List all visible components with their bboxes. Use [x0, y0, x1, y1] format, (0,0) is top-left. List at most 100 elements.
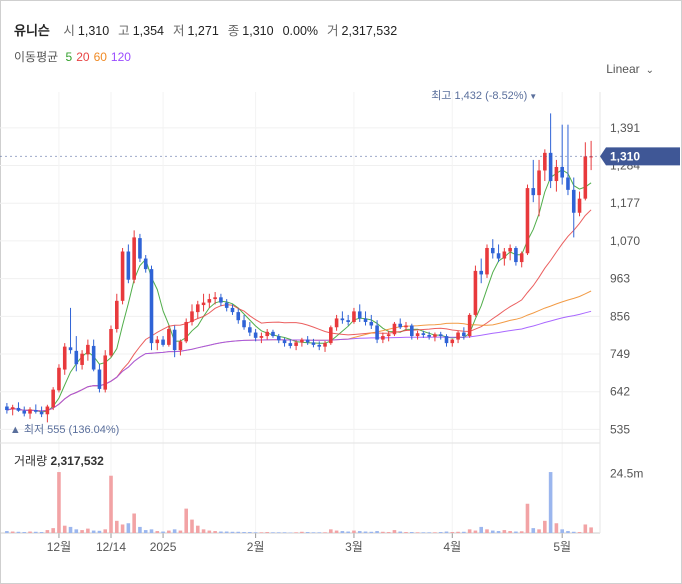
- candle-body: [357, 311, 362, 319]
- candle-body: [224, 302, 229, 308]
- volume-bar: [68, 526, 73, 533]
- max-price-annotation: 최고 1,432 (-8.52%): [431, 89, 527, 102]
- candle-body: [86, 344, 90, 355]
- candle-body: [421, 333, 426, 336]
- candle-body: [467, 314, 472, 337]
- candle-body: [300, 339, 304, 343]
- volume-label: 거래량: [14, 454, 48, 468]
- candle-body: [415, 333, 420, 337]
- volume-bar: [86, 528, 90, 533]
- candle-body: [392, 323, 397, 335]
- volume-bar: [577, 532, 582, 533]
- candle-body: [68, 347, 73, 351]
- volume-bar: [184, 508, 188, 533]
- x-tick-label: 5월: [553, 540, 571, 554]
- candle-body: [479, 270, 483, 275]
- volume-bar: [427, 532, 431, 533]
- moving-average-label: 이동평균: [14, 50, 59, 64]
- volume-bar: [369, 531, 374, 533]
- volume-bar: [109, 475, 113, 533]
- volume-bar: [340, 531, 345, 533]
- volume-bar: [103, 529, 108, 533]
- volume-bar: [514, 531, 518, 533]
- scale-toggle-button[interactable]: Linear ⌄: [606, 62, 654, 76]
- volume-bar: [537, 529, 541, 533]
- volume-bar: [294, 532, 298, 533]
- candle-body: [91, 345, 96, 370]
- volume-bar: [363, 531, 368, 533]
- volume-bar: [10, 531, 15, 533]
- candle-body: [444, 336, 449, 344]
- volume-bar: [224, 531, 229, 533]
- candle-body: [398, 323, 403, 328]
- candle-body: [381, 336, 385, 340]
- candle-body: [450, 339, 455, 344]
- volume-bar: [415, 532, 420, 533]
- candle-body: [317, 344, 322, 347]
- current-price-label: 1,310: [610, 149, 640, 163]
- moving-average-legend: 이동평균 5 20 60 120: [14, 48, 139, 65]
- volume-bar: [242, 532, 246, 533]
- candle-body: [115, 300, 119, 330]
- header-value: 1,354: [132, 24, 164, 38]
- volume-bar: [97, 530, 102, 533]
- volume-bar: [462, 531, 466, 533]
- candle-body: [537, 170, 541, 196]
- volume-bar: [172, 529, 177, 533]
- volume-bar: [421, 532, 426, 533]
- candle-body: [51, 389, 55, 408]
- volume-bar: [253, 532, 258, 533]
- volume-bar: [502, 530, 507, 533]
- volume-bar: [51, 528, 55, 533]
- candle-body: [161, 339, 165, 345]
- candle-body: [531, 188, 536, 196]
- candle-body: [305, 339, 310, 343]
- header-value: 2,317,532: [341, 24, 398, 38]
- candle-body: [462, 332, 466, 337]
- candle-body: [103, 355, 108, 390]
- candle-body: [543, 152, 547, 171]
- candle-body: [496, 253, 501, 259]
- volume-bar: [167, 530, 171, 533]
- candle-body: [514, 247, 518, 263]
- candle-body: [490, 247, 495, 254]
- y-tick-label: 1,070: [610, 234, 640, 248]
- candle-body: [80, 353, 84, 365]
- header-label: 시: [63, 24, 75, 38]
- volume-bar: [375, 531, 379, 533]
- header-label: 고: [118, 24, 130, 38]
- candle-body: [311, 342, 316, 345]
- candle-body: [583, 156, 588, 199]
- candle-body: [433, 334, 437, 337]
- volume-bar: [190, 519, 194, 533]
- candle-body: [502, 251, 507, 259]
- volume-title: 거래량 2,317,532: [14, 452, 104, 469]
- volume-bar: [282, 532, 287, 533]
- volume-bar: [410, 532, 414, 533]
- x-tick-label: 2025: [150, 540, 177, 554]
- volume-bar: [392, 530, 397, 533]
- x-tick-label: 4월: [443, 540, 461, 554]
- header-label: 저: [172, 24, 185, 38]
- candle-body: [276, 336, 281, 341]
- volume-bar: [219, 531, 223, 533]
- volume-bar: [120, 524, 125, 533]
- y-tick-label: 1,177: [610, 196, 640, 210]
- candle-body: [259, 336, 264, 338]
- candle-body: [571, 189, 576, 213]
- x-tick-label: 2월: [247, 540, 265, 554]
- candle-body: [39, 411, 44, 415]
- candle-body: [329, 327, 333, 344]
- candle-body: [138, 238, 142, 259]
- volume-bar: [398, 531, 403, 533]
- volume-bar: [450, 532, 455, 533]
- candle-body: [346, 320, 350, 322]
- candle-body: [369, 321, 374, 326]
- volume-bar: [126, 523, 131, 533]
- candle-body: [566, 177, 570, 190]
- volume-bar: [305, 532, 310, 533]
- candle-body: [178, 341, 183, 351]
- volume-bar: [531, 528, 536, 533]
- header-value: 1,310: [77, 24, 110, 38]
